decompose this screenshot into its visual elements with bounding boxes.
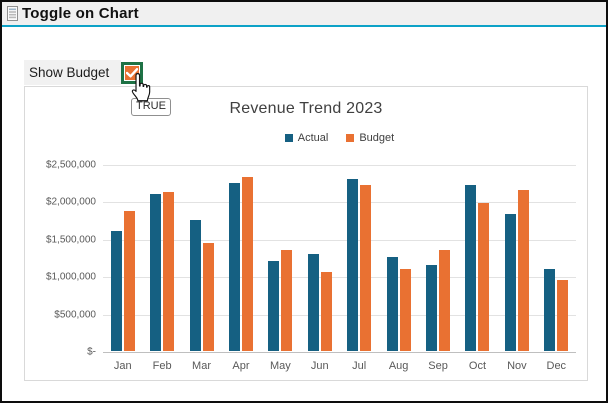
bar-budget-jun[interactable] xyxy=(320,272,332,351)
x-tick-label-aug: Aug xyxy=(388,360,409,372)
x-tick-label-may: May xyxy=(269,360,291,372)
legend-label-budget: Budget xyxy=(359,132,395,144)
page-title: Toggle on Chart xyxy=(22,5,139,22)
x-tick-label-sep: Sep xyxy=(428,360,448,372)
legend-item-actual: Actual xyxy=(284,132,329,144)
bar-budget-sep[interactable] xyxy=(439,250,451,351)
show-budget-label: Show Budget xyxy=(24,60,121,85)
bar-group-jan: Jan xyxy=(103,165,142,372)
x-tick-label-jun: Jun xyxy=(310,360,329,372)
gridline xyxy=(103,240,576,241)
bar-budget-aug[interactable] xyxy=(399,269,411,351)
bar-actual-jul[interactable] xyxy=(347,179,359,351)
bar-budget-jan[interactable] xyxy=(123,211,135,351)
bar-actual-may[interactable] xyxy=(268,261,280,351)
checkmark-icon xyxy=(126,68,138,78)
x-tick-label-mar: Mar xyxy=(192,360,211,372)
gridline xyxy=(103,165,576,166)
sheet-body: Show Budget Revenue Trend 2023 Actual Bud… xyxy=(2,27,606,399)
bar-budget-nov[interactable] xyxy=(517,190,529,351)
bar-budget-dec[interactable] xyxy=(557,280,569,351)
bar-group-aug: Aug xyxy=(379,165,418,372)
bar-actual-aug[interactable] xyxy=(386,257,398,351)
bar-actual-jun[interactable] xyxy=(307,254,319,351)
plot-area: $- $500,000 $1,000,000 $1,500,000 $2,000,000… xyxy=(46,160,576,372)
chart-title: Revenue Trend 2023 xyxy=(229,100,383,117)
x-tick-label-oct: Oct xyxy=(468,360,487,372)
bar-group-sep: Sep xyxy=(418,165,457,372)
bar-actual-dec[interactable] xyxy=(544,269,556,351)
x-tick-label-jan: Jan xyxy=(113,360,132,372)
legend-swatch-actual xyxy=(284,134,293,142)
bar-group-jul: Jul xyxy=(340,165,379,372)
bar-group-oct: Oct xyxy=(458,165,497,372)
y-tick-label: $1,500,000 xyxy=(45,234,96,246)
y-tick-label: $2,000,000 xyxy=(45,196,96,208)
bar-group-dec: Dec xyxy=(537,165,576,372)
y-tick-label: $2,500,000 xyxy=(45,159,96,171)
legend-swatch-budget xyxy=(346,134,355,142)
bar-budget-mar[interactable] xyxy=(202,243,214,351)
bar-group-apr: Apr xyxy=(221,165,260,372)
bar-group-may: May xyxy=(261,165,300,372)
bar-group-nov: Nov xyxy=(497,165,536,372)
bar-budget-apr[interactable] xyxy=(241,177,253,351)
y-tick-label: $500,000 xyxy=(54,309,96,321)
gridline xyxy=(103,315,576,316)
x-tick-label-nov: Nov xyxy=(507,360,527,372)
bar-group-jun: Jun xyxy=(300,165,339,372)
bar-budget-jul[interactable] xyxy=(360,185,372,351)
bar-actual-oct[interactable] xyxy=(465,185,477,351)
legend-label-actual: Actual xyxy=(297,132,329,144)
gridline xyxy=(103,202,576,203)
worksheet-icon xyxy=(7,6,18,21)
gridline xyxy=(103,277,576,278)
legend-item-budget: Budget xyxy=(346,132,394,144)
window-titlebar: Toggle on Chart xyxy=(2,2,606,27)
x-tick-label-dec: Dec xyxy=(546,360,567,372)
bar-group-feb: Feb xyxy=(142,165,181,372)
bar-actual-apr[interactable] xyxy=(228,183,240,351)
bar-budget-feb[interactable] xyxy=(163,192,175,351)
bar-group-mar: Mar xyxy=(182,165,221,372)
toggle-state-tooltip: TRUE xyxy=(131,98,171,116)
y-tick-label: $1,000,000 xyxy=(45,271,96,283)
x-tick-label-jul: Jul xyxy=(352,360,367,372)
bar-budget-oct[interactable] xyxy=(478,203,490,351)
bar-budget-may[interactable] xyxy=(281,250,293,351)
bar-actual-nov[interactable] xyxy=(504,214,516,351)
x-tick-label-apr: Apr xyxy=(232,360,250,372)
y-tick-label: $- xyxy=(87,346,96,358)
x-tick-label-feb: Feb xyxy=(152,360,172,372)
hand-cursor-icon xyxy=(125,73,153,110)
bar-actual-jan[interactable] xyxy=(110,231,122,351)
bar-actual-feb[interactable] xyxy=(150,194,162,351)
bar-actual-sep[interactable] xyxy=(426,265,438,351)
revenue-chart[interactable]: Revenue Trend 2023 Actual Budget $- $500,0… xyxy=(24,86,588,381)
bar-actual-mar[interactable] xyxy=(189,220,201,351)
chart-legend: Actual Budget xyxy=(103,131,576,145)
x-axis-line xyxy=(103,352,576,353)
